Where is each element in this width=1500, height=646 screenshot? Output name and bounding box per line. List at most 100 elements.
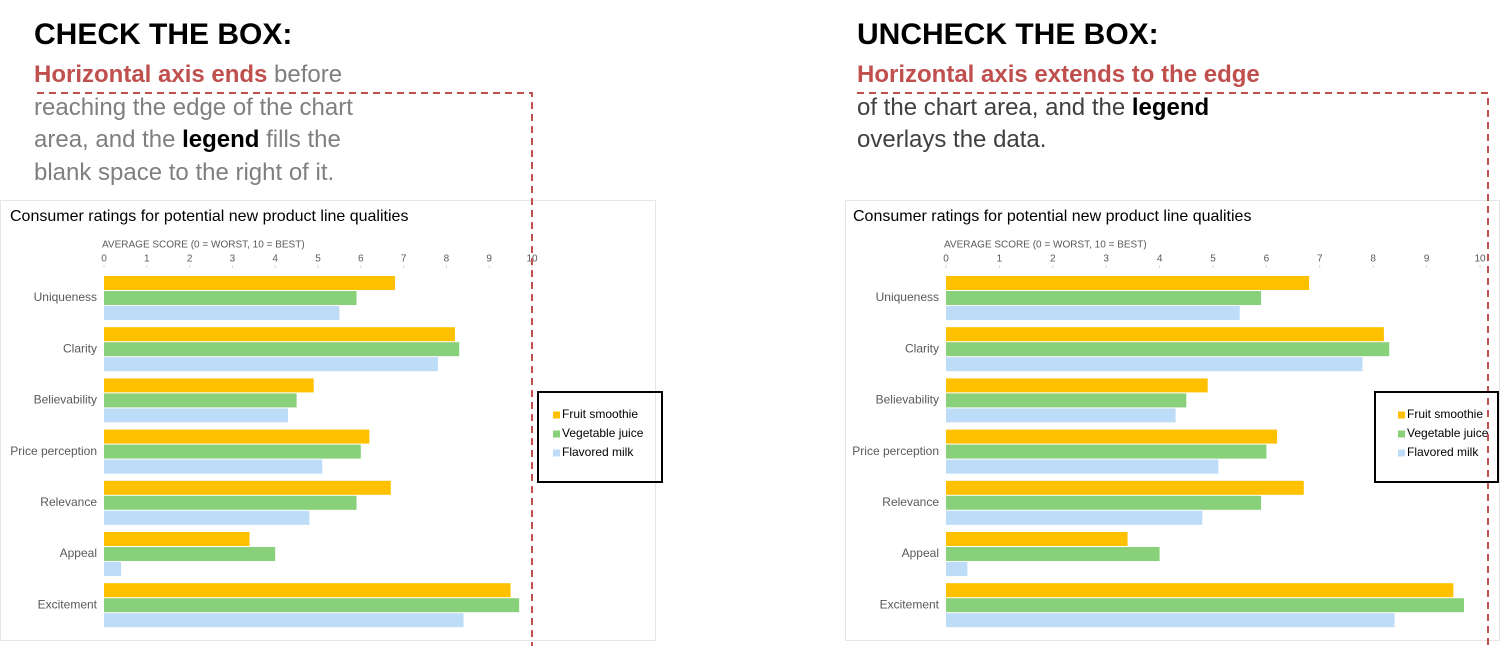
bar	[946, 495, 1262, 510]
legend-label: Fruit smoothie	[562, 407, 638, 421]
chart-title: Consumer ratings for potential new produ…	[853, 208, 1251, 225]
bar	[946, 408, 1176, 423]
emphasis: legend	[1131, 93, 1210, 121]
bar	[946, 327, 1384, 342]
legend-swatch	[553, 449, 560, 457]
category-label: Price perception	[852, 444, 939, 458]
bar	[104, 598, 520, 613]
text: area, and the	[34, 126, 183, 153]
bar	[946, 480, 1304, 495]
bar	[946, 342, 1390, 357]
bar	[104, 291, 357, 305]
x-tick-label: 8	[1370, 254, 1376, 265]
text: fills the	[259, 126, 341, 153]
bar	[946, 532, 1128, 546]
bar	[104, 583, 511, 598]
bar	[104, 276, 396, 290]
legend-swatch	[1398, 411, 1405, 419]
bar	[104, 510, 310, 525]
bar	[946, 291, 1262, 305]
category-label: Price perception	[10, 444, 97, 458]
category-label: Clarity	[905, 341, 939, 355]
bar	[946, 378, 1208, 393]
x-tick-label: 8	[444, 254, 450, 265]
legend-highlight	[1374, 391, 1499, 483]
x-tick-label: 10	[1474, 254, 1486, 265]
axis-title: AVERAGE SCORE (0 = WORST, 10 = BEST)	[102, 240, 305, 251]
bar	[104, 378, 314, 393]
bar	[946, 444, 1267, 459]
bar	[946, 306, 1240, 320]
legend-swatch	[553, 411, 560, 419]
x-tick-label: 4	[272, 254, 278, 265]
chart-frame	[0, 200, 656, 641]
bar	[946, 510, 1203, 525]
bar	[946, 393, 1187, 408]
description: Horizontal axis extends to the edge of th…	[857, 59, 1260, 157]
category-label: Relevance	[882, 495, 939, 509]
chart-title: Consumer ratings for potential new produ…	[10, 208, 408, 225]
category-label: Excitement	[38, 597, 98, 611]
legend-label: Flavored milk	[562, 445, 634, 459]
category-label: Appeal	[60, 546, 97, 560]
bar	[104, 393, 297, 408]
x-tick-label: 5	[1210, 254, 1216, 265]
bar	[104, 342, 460, 357]
x-tick-label: 5	[315, 254, 321, 265]
x-tick-label: 1	[997, 254, 1003, 265]
x-tick-label: 2	[187, 254, 193, 265]
x-tick-label: 9	[486, 254, 492, 265]
bar	[946, 547, 1160, 561]
x-tick-label: 2	[1050, 254, 1056, 265]
bar	[946, 562, 968, 576]
emphasis: legend	[182, 126, 260, 153]
category-label: Clarity	[63, 341, 97, 355]
x-tick-label: 3	[1103, 254, 1109, 265]
x-tick-label: 7	[1317, 254, 1323, 265]
bar	[104, 444, 361, 459]
text: blank space to the right of it.	[34, 158, 335, 186]
bar	[946, 583, 1454, 598]
bar	[946, 598, 1464, 613]
x-tick-label: 3	[230, 254, 236, 265]
bar	[104, 408, 289, 423]
x-tick-label: 7	[401, 254, 407, 265]
x-tick-label: 6	[358, 254, 364, 265]
bar	[104, 459, 323, 474]
legend-swatch	[1398, 449, 1405, 457]
dashed-outline	[37, 92, 533, 646]
x-tick-label: 0	[943, 254, 949, 265]
text: of the chart area, and the	[857, 93, 1132, 121]
category-label: Excitement	[880, 597, 940, 611]
bar	[946, 613, 1395, 628]
bar	[104, 547, 276, 561]
bar	[946, 357, 1363, 372]
legend-label: Vegetable juice	[562, 426, 644, 440]
category-label: Uniqueness	[34, 290, 97, 304]
x-tick-label: 0	[101, 254, 107, 265]
text: before	[267, 61, 343, 88]
bar	[104, 562, 122, 576]
bar	[104, 613, 464, 628]
legend-highlight	[537, 391, 663, 483]
bar	[104, 357, 438, 372]
description: Horizontal axis ends before reaching the …	[34, 59, 353, 189]
highlight: Horizontal axis extends to the edge	[857, 61, 1260, 88]
legend-label: Flavored milk	[1407, 445, 1479, 459]
legend-label: Vegetable juice	[1407, 426, 1489, 440]
legend-swatch	[1398, 430, 1405, 438]
bar	[104, 495, 357, 510]
bar	[104, 306, 340, 320]
bar	[104, 327, 455, 342]
legend-label: Fruit smoothie	[1407, 407, 1483, 421]
heading: UNCHECK THE BOX:	[857, 18, 1159, 51]
heading: CHECK THE BOX:	[34, 18, 293, 51]
axis-title: AVERAGE SCORE (0 = WORST, 10 = BEST)	[944, 240, 1147, 251]
text: overlays the data.	[857, 126, 1047, 153]
x-tick-label: 1	[144, 254, 150, 265]
x-tick-label: 9	[1424, 254, 1430, 265]
text: reaching the edge of the chart	[34, 93, 353, 121]
bar	[104, 480, 391, 495]
bar	[104, 429, 370, 444]
